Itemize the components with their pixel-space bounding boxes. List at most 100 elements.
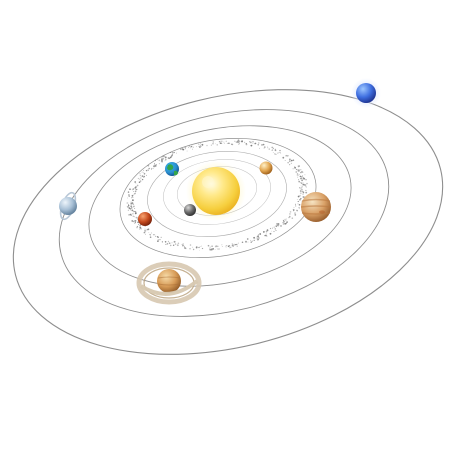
asteroid-dot <box>130 209 132 211</box>
asteroid-dot <box>134 212 137 215</box>
asteroid-dot <box>258 234 260 235</box>
asteroid-dot <box>258 142 260 144</box>
asteroid-dot <box>157 240 159 241</box>
asteroid-dot <box>212 141 214 143</box>
planet-saturn <box>136 261 202 305</box>
asteroid-dot <box>297 203 299 205</box>
asteroid-dot <box>129 207 131 209</box>
asteroid-dot <box>245 143 247 145</box>
asteroid-dot <box>299 187 301 189</box>
asteroid-dot <box>139 174 142 177</box>
asteroid-dot <box>185 148 187 150</box>
asteroid-dot <box>274 149 277 151</box>
asteroid-dot <box>162 156 164 158</box>
asteroid-dot <box>134 220 136 222</box>
asteroid-dot <box>130 205 133 208</box>
asteroid-dot <box>249 239 252 241</box>
asteroid-dot <box>221 140 223 142</box>
asteroid-dot <box>299 192 302 195</box>
asteroid-dot <box>289 211 292 213</box>
asteroid-dot <box>306 182 308 185</box>
asteroid-dot <box>128 195 130 198</box>
orbit-neptune <box>12 89 444 355</box>
asteroid-dot <box>303 184 305 186</box>
asteroid-dot <box>169 244 172 247</box>
asteroid-dot <box>161 241 164 243</box>
asteroid-dot <box>189 147 191 149</box>
planet-neptune <box>351 78 381 108</box>
asteroid-dot <box>305 179 307 181</box>
asteroid-dot <box>296 173 299 175</box>
asteroid-dot <box>298 165 300 167</box>
asteroid-dot <box>186 150 188 152</box>
asteroid-dot <box>216 144 218 146</box>
asteroid-dot <box>138 228 140 230</box>
asteroid-dot <box>141 175 144 177</box>
asteroid-dot <box>271 230 273 232</box>
asteroid-dot <box>304 174 306 176</box>
asteroid-dot <box>287 162 289 164</box>
asteroid-dot <box>189 244 192 246</box>
asteroid-dot <box>136 225 139 228</box>
asteroid-dot <box>132 203 133 204</box>
asteroid-dot <box>286 154 287 156</box>
asteroid-dot <box>238 143 240 145</box>
asteroid-dot <box>146 174 147 176</box>
asteroid-dot <box>201 245 202 247</box>
asteroid-dot <box>250 144 253 147</box>
asteroid-dot <box>162 155 164 158</box>
asteroid-dot <box>274 228 276 230</box>
planet-uranus <box>59 191 77 221</box>
asteroid-dot <box>299 204 301 206</box>
asteroid-dot <box>139 226 141 228</box>
asteroid-dot <box>297 201 299 203</box>
asteroid-dot <box>288 215 291 218</box>
asteroid-dot <box>245 240 247 243</box>
asteroid-dot <box>212 143 214 145</box>
asteroid-dot <box>144 228 146 230</box>
asteroid-dot <box>160 160 163 163</box>
orbit-mars <box>147 150 287 238</box>
asteroid-dot <box>167 157 170 159</box>
asteroid-dot <box>151 169 153 171</box>
asteroid-dot <box>225 245 227 247</box>
orbit-jupiter <box>119 138 317 258</box>
asteroid-dot <box>143 169 145 171</box>
asteroid-dot <box>288 215 291 218</box>
asteroid-dot <box>277 224 280 227</box>
asteroid-dot <box>298 174 300 175</box>
asteroid-dot <box>128 214 130 216</box>
asteroid-dot <box>298 180 301 183</box>
asteroid-dot <box>130 214 133 216</box>
asteroid-dot <box>280 225 282 227</box>
asteroid-dot <box>216 247 218 249</box>
asteroid-dot <box>276 223 278 225</box>
asteroid-dot <box>289 164 291 166</box>
asteroid-dot <box>301 175 304 177</box>
asteroid-dot <box>145 230 147 232</box>
asteroid-dot <box>265 232 267 234</box>
asteroid-dot <box>289 158 291 161</box>
asteroid-dot <box>288 160 291 162</box>
asteroid-dot <box>290 162 292 164</box>
asteroid-dot <box>138 181 141 183</box>
asteroid-dot <box>154 235 157 237</box>
asteroid-dot <box>290 159 293 162</box>
asteroid-dot <box>250 241 252 243</box>
asteroid-dot <box>131 197 132 199</box>
asteroid-dot <box>230 246 232 248</box>
asteroid-dot <box>149 236 152 238</box>
asteroid-dot <box>299 170 301 172</box>
asteroid-dot <box>171 151 174 154</box>
asteroid-dot <box>198 246 200 249</box>
asteroid-dot <box>175 152 177 154</box>
asteroid-dot <box>237 139 240 142</box>
asteroid-dot <box>248 141 250 142</box>
asteroid-dot <box>219 140 222 142</box>
asteroid-dot <box>229 247 231 249</box>
asteroid-dot <box>188 145 190 147</box>
asteroid-dot <box>298 175 299 176</box>
asteroid-dot <box>214 245 217 248</box>
asteroid-dot <box>294 212 296 214</box>
asteroid-dot <box>183 247 186 249</box>
